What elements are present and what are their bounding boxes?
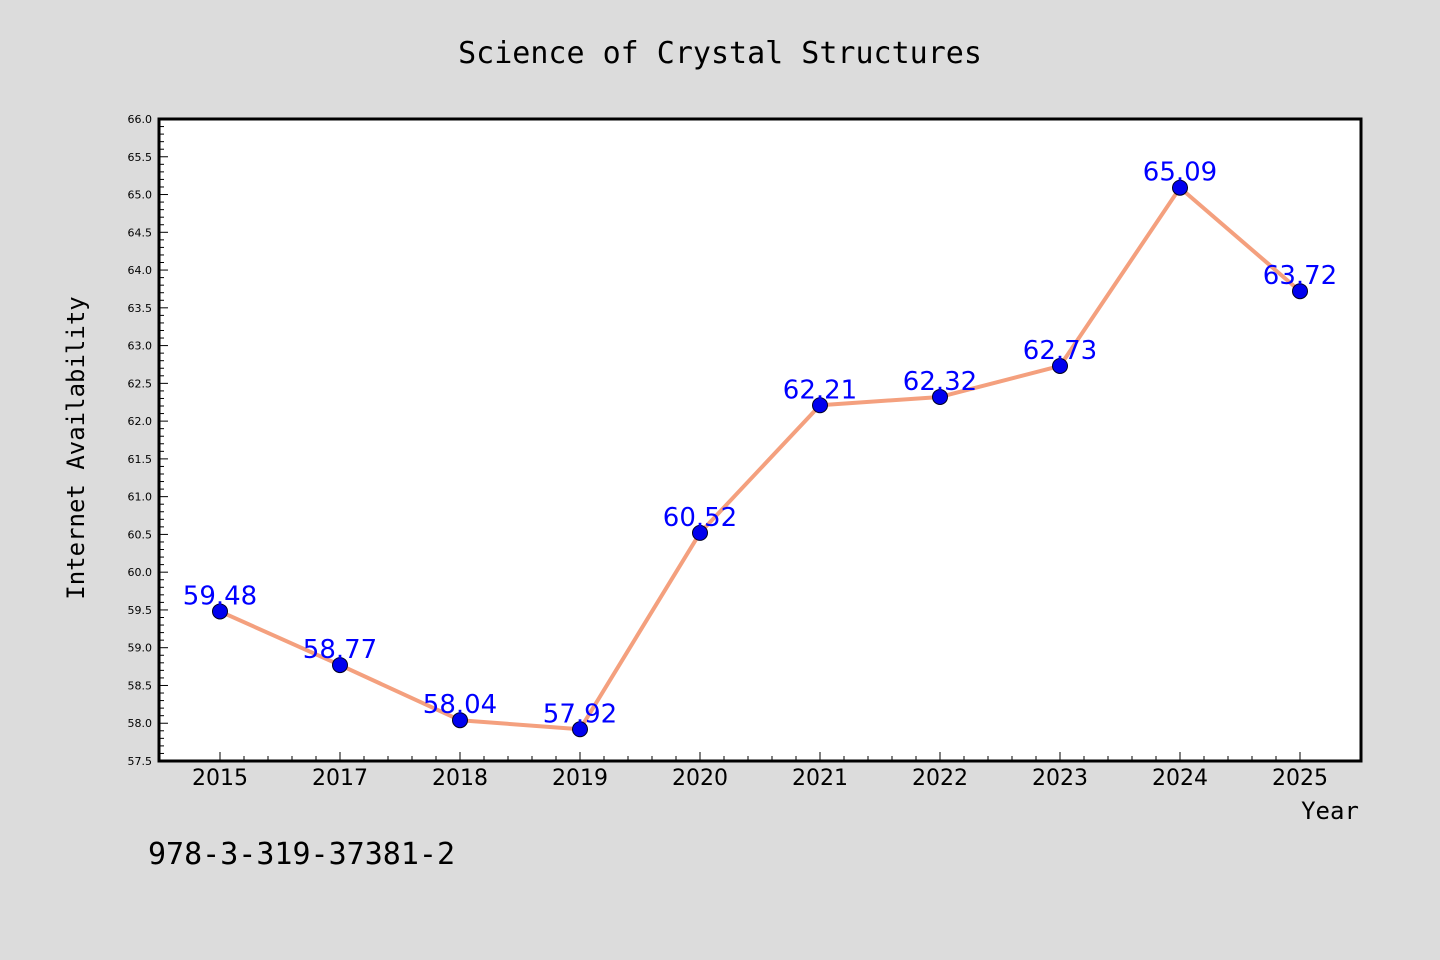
y-tick-label: 61.0 [128,491,153,504]
x-axis: 2015 2017 2018 2019 2020 2021 2022 2023 2024 2025 [192,752,1328,791]
y-tick-label: 62.0 [128,415,153,428]
chart-title: Science of Crystal Structures [458,36,982,71]
y-tick-label: 60.5 [128,528,153,541]
data-value-label: 57.92 [543,699,617,729]
y-tick-label: 65.0 [128,189,153,202]
x-tick-label: 2015 [192,766,248,791]
series-polyline [219,185,1302,732]
data-point-marker [332,657,348,674]
y-tick-label: 61.5 [128,453,153,466]
data-value-label: 62.21 [783,375,857,405]
x-tick-label: 2017 [312,766,368,791]
x-tick-label: 2021 [792,766,848,791]
series-line: 59.48 58.77 58.04 57.92 60.52 62.21 62.32 62.73… [183,158,1337,738]
data-point-marker [572,721,588,738]
y-tick-label: 64.0 [128,264,153,277]
plot-area [157,117,1363,763]
y-tick-label: 57.5 [128,755,153,768]
data-value-label: 58.77 [303,635,377,665]
data-point-marker [812,397,828,414]
x-tick-label: 2024 [1152,766,1208,791]
x-tick-label: 2023 [1032,766,1088,791]
x-tick-label: 2022 [912,766,968,791]
y-tick-label: 59.5 [128,604,153,617]
isbn-footnote: 978-3-319-37381-2 [148,837,455,872]
x-tick-label: 2020 [672,766,728,791]
y-tick-label: 65.5 [128,151,153,164]
data-point-marker [1172,179,1188,196]
y-tick-label: 58.5 [128,679,153,692]
data-value-label: 62.73 [1023,336,1097,366]
data-value-label: 65.09 [1143,158,1217,188]
x-axis-label: Year [1301,797,1359,825]
y-axis-label: Internet Availability [62,296,90,599]
y-tick-label: 66.0 [128,113,153,126]
y-tick-label: 64.5 [128,226,153,239]
x-tick-label: 2025 [1272,766,1328,791]
y-tick-label: 58.0 [128,717,153,730]
data-point-marker [452,712,468,729]
data-value-label: 62.32 [903,367,977,397]
data-value-label: 59.48 [183,581,257,611]
y-tick-label: 63.5 [128,302,153,315]
y-axis: 57.5 58.0 58.5 59.0 59.5 60.0 60.5 61.0 61.5 62.0… [128,113,168,768]
y-tick-label: 60.0 [128,566,153,579]
data-value-label: 60.52 [663,503,737,533]
data-point-marker [1292,283,1308,300]
data-value-label: 63.72 [1263,261,1337,291]
data-point-marker [692,524,708,541]
y-tick-label: 59.0 [128,642,153,655]
data-point-marker [932,388,948,405]
x-tick-label: 2019 [552,766,608,791]
y-tick-label: 62.5 [128,377,153,390]
data-point-marker [1052,357,1068,374]
y-tick-label: 63.0 [128,340,153,353]
data-value-label: 58.04 [423,690,497,720]
x-tick-label: 2018 [432,766,488,791]
data-point-marker [212,603,228,620]
